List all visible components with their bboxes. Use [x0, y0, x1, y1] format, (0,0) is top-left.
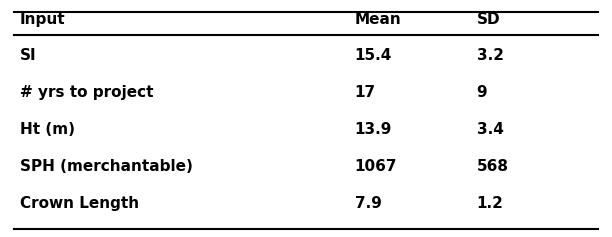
Text: Mean: Mean [355, 12, 401, 27]
Text: 7.9: 7.9 [355, 196, 382, 211]
Text: 568: 568 [477, 159, 509, 174]
Text: SPH (merchantable): SPH (merchantable) [20, 159, 193, 174]
Text: Ht (m): Ht (m) [20, 122, 75, 137]
Text: SD: SD [477, 12, 500, 27]
Text: 1067: 1067 [355, 159, 397, 174]
Text: 15.4: 15.4 [355, 48, 392, 63]
Text: 1.2: 1.2 [477, 196, 504, 211]
Text: # yrs to project: # yrs to project [20, 85, 153, 100]
Text: 3.4: 3.4 [477, 122, 504, 137]
Text: Input: Input [20, 12, 65, 27]
Text: 17: 17 [355, 85, 376, 100]
Text: 3.2: 3.2 [477, 48, 504, 63]
Text: 9: 9 [477, 85, 487, 100]
Text: Crown Length: Crown Length [20, 196, 139, 211]
Text: 13.9: 13.9 [355, 122, 392, 137]
Text: SI: SI [20, 48, 36, 63]
